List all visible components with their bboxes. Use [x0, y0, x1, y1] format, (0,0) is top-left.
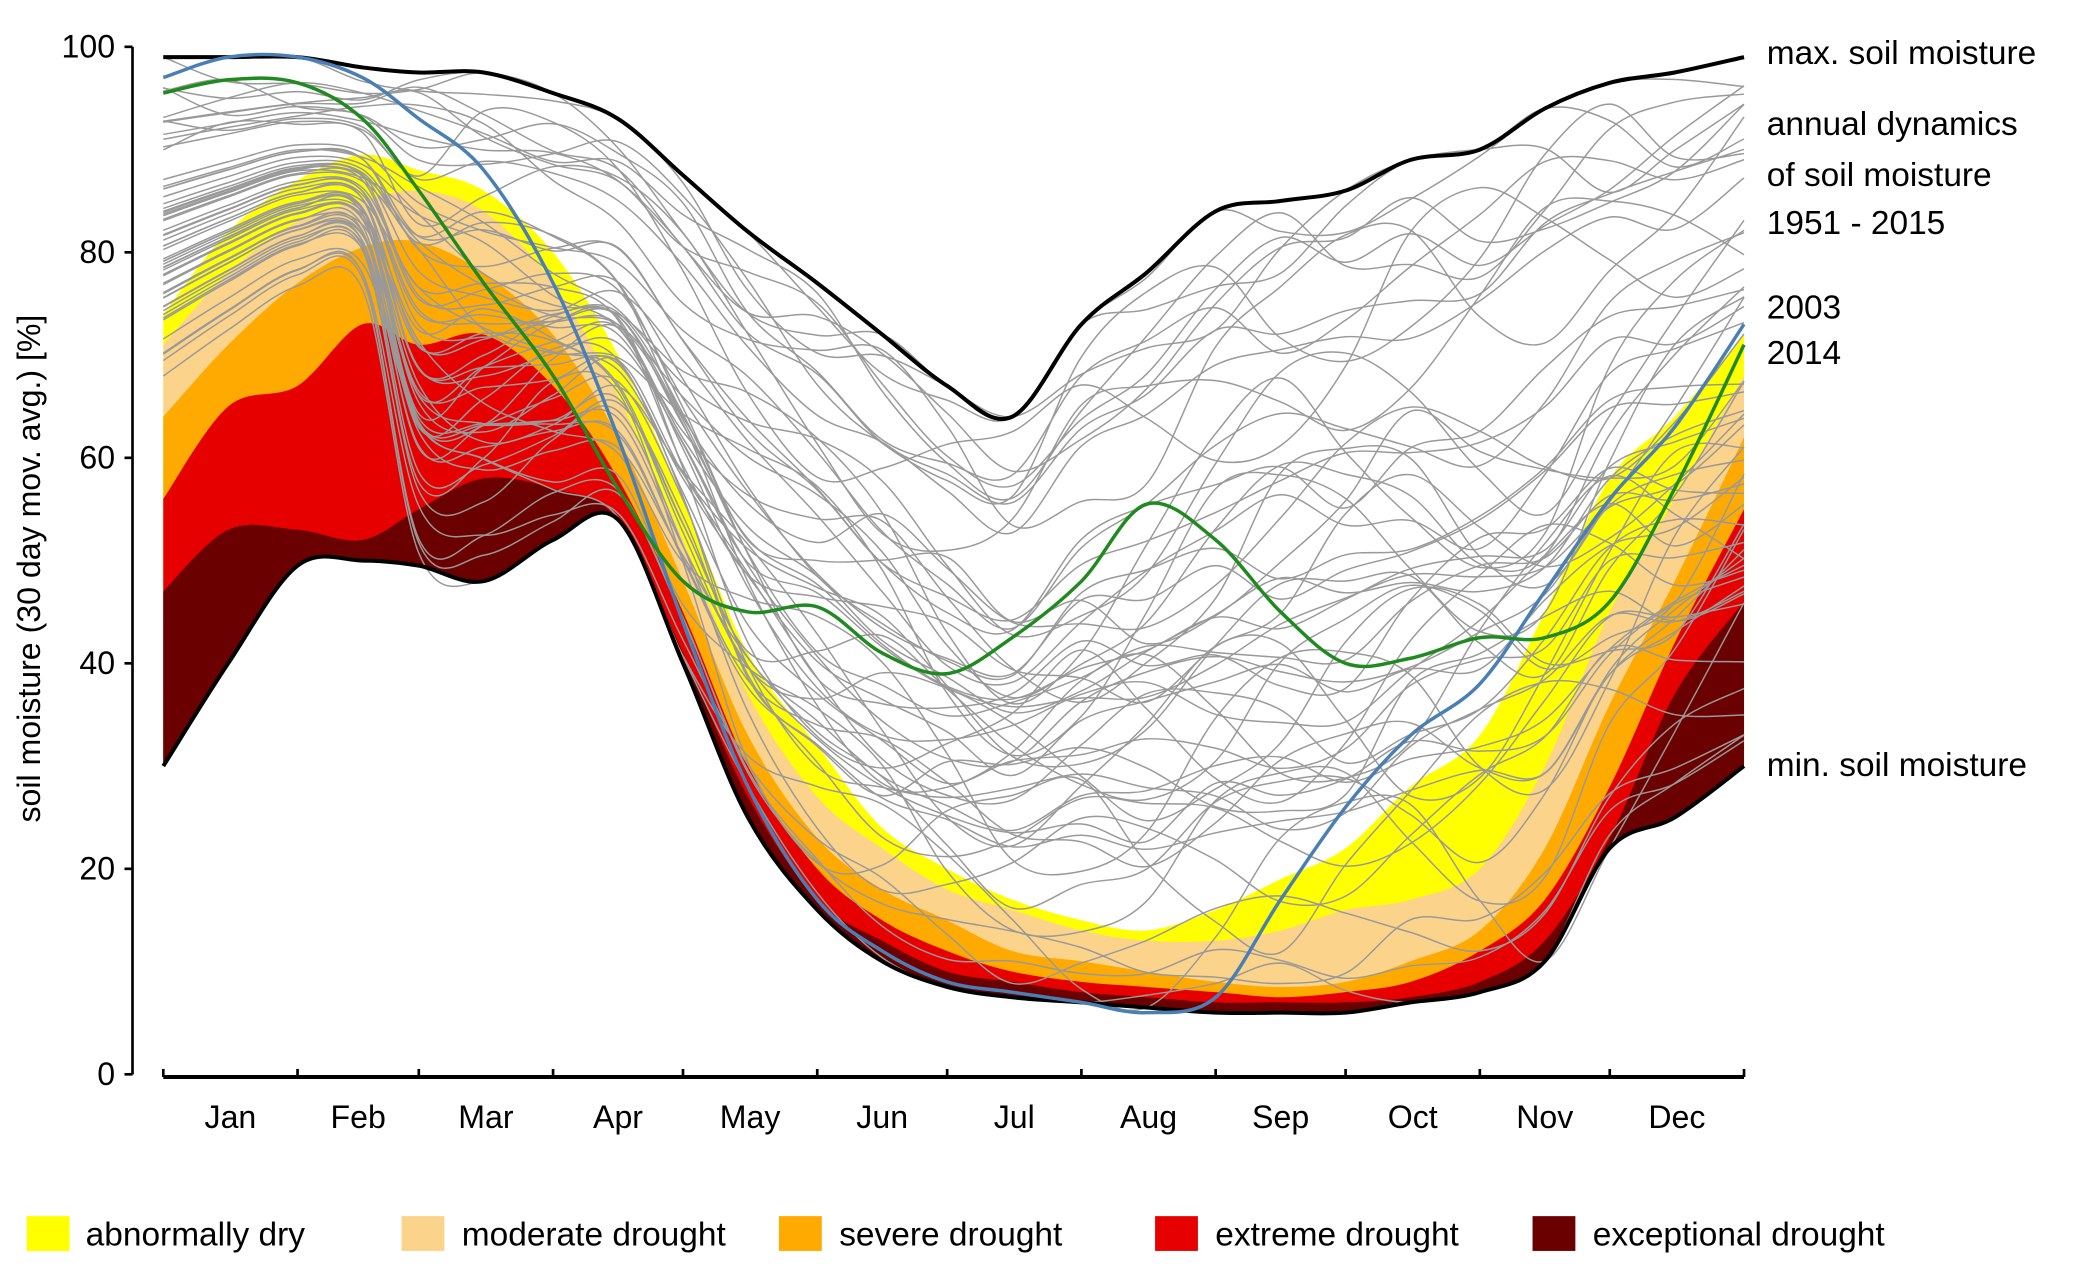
x-tick-label-mar: Mar [458, 1099, 514, 1135]
year-line [163, 86, 1745, 481]
annotation-years: 1951 - 2015 [1767, 205, 1946, 242]
x-tick-label-oct: Oct [1388, 1099, 1438, 1135]
year-line [163, 181, 1745, 708]
legend-swatch-extreme-drought [1155, 1216, 1198, 1251]
year-line [162, 194, 1745, 804]
year-line [163, 103, 1745, 529]
y-axis-label: soil moisture (30 day mov. avg.) [%] [11, 315, 47, 823]
legend-label-exceptional-drought: exceptional drought [1593, 1217, 1886, 1254]
legend-swatch-exceptional-drought [1532, 1216, 1576, 1251]
legend-swatch-severe-drought [778, 1216, 822, 1251]
legend-label-extreme-drought: extreme drought [1215, 1217, 1459, 1254]
legend: abnormally dry moderate drought severe d… [26, 1216, 1886, 1254]
y-tick-label: 40 [79, 645, 115, 681]
year-line [163, 162, 1745, 645]
line-2014 [162, 76, 1746, 676]
year-line [162, 202, 1745, 848]
year-line [162, 225, 1745, 956]
drought-bands [163, 154, 1745, 1014]
year-line [163, 120, 1745, 535]
year-line [163, 107, 1745, 483]
year-line [163, 54, 1745, 422]
year-line [162, 194, 1745, 793]
year-line [163, 78, 1745, 505]
line-min-soil-moisture [161, 510, 1746, 1016]
year-line [163, 182, 1745, 710]
legend-label-severe-drought: severe drought [839, 1217, 1063, 1254]
annotation-annual-dynamics: annual dynamics [1767, 106, 2018, 143]
line-max-soil-moisture [163, 54, 1745, 421]
legend-swatch-abnormally-dry [26, 1216, 70, 1251]
year-line [162, 206, 1745, 814]
x-tick-label-dec: Dec [1648, 1099, 1705, 1135]
year-line [162, 202, 1745, 785]
y-tick-label: 0 [97, 1056, 115, 1092]
year-line [163, 190, 1745, 768]
year-line [163, 143, 1745, 630]
annotation-2014: 2014 [1767, 335, 1841, 372]
legend-label-abnormally-dry: abnormally dry [86, 1217, 306, 1254]
annotation-of-soil-moisture: of soil moisture [1767, 157, 1992, 194]
year-line [163, 86, 1745, 473]
year-line [162, 252, 1745, 985]
year-line [163, 148, 1745, 638]
legend-label-moderate-drought: moderate drought [462, 1217, 727, 1254]
annotation-min: min. soil moisture [1767, 747, 2027, 784]
year-line [162, 220, 1745, 868]
year-line [163, 111, 1745, 505]
annotation-max: max. soil moisture [1767, 35, 2036, 72]
x-tick-label-aug: Aug [1120, 1099, 1177, 1135]
x-tick-label-feb: Feb [330, 1099, 385, 1135]
x-tick-label-apr: Apr [593, 1099, 643, 1135]
y-tick-label: 80 [79, 234, 115, 270]
x-tick-label-sep: Sep [1252, 1099, 1309, 1135]
y-tick-label: 60 [79, 440, 115, 476]
year-line [162, 226, 1745, 910]
y-tick-label: 20 [79, 851, 115, 887]
x-tick-label-jan: Jan [205, 1099, 257, 1135]
year-line [162, 255, 1745, 979]
x-tick-label-may: May [720, 1099, 781, 1135]
year-line [163, 82, 1745, 501]
year-line [162, 201, 1745, 822]
y-tick-label: 100 [62, 29, 116, 65]
year-line [163, 85, 1745, 488]
x-tick-label-jun: Jun [856, 1099, 908, 1135]
year-line [162, 211, 1745, 831]
year-line [163, 120, 1745, 553]
x-tick-label-jul: Jul [994, 1099, 1035, 1135]
year-line [163, 167, 1745, 678]
axes: 0 20 40 60 80 100 Jan Feb Mar Apr May Jun Jul Aug Sep O… [62, 29, 1746, 1135]
year-line [163, 183, 1745, 717]
year-line [163, 163, 1745, 686]
series-lines [161, 52, 1746, 1016]
year-line [162, 198, 1745, 802]
legend-swatch-moderate-drought [401, 1216, 445, 1251]
year-line [162, 212, 1745, 876]
line-2003 [162, 52, 1746, 1015]
year-line [163, 178, 1745, 714]
year-line [162, 228, 1745, 907]
annotations: max. soil moisture annual dynamics of so… [1767, 35, 2036, 784]
x-tick-label-nov: Nov [1516, 1099, 1573, 1135]
annotation-2003: 2003 [1767, 289, 1841, 326]
